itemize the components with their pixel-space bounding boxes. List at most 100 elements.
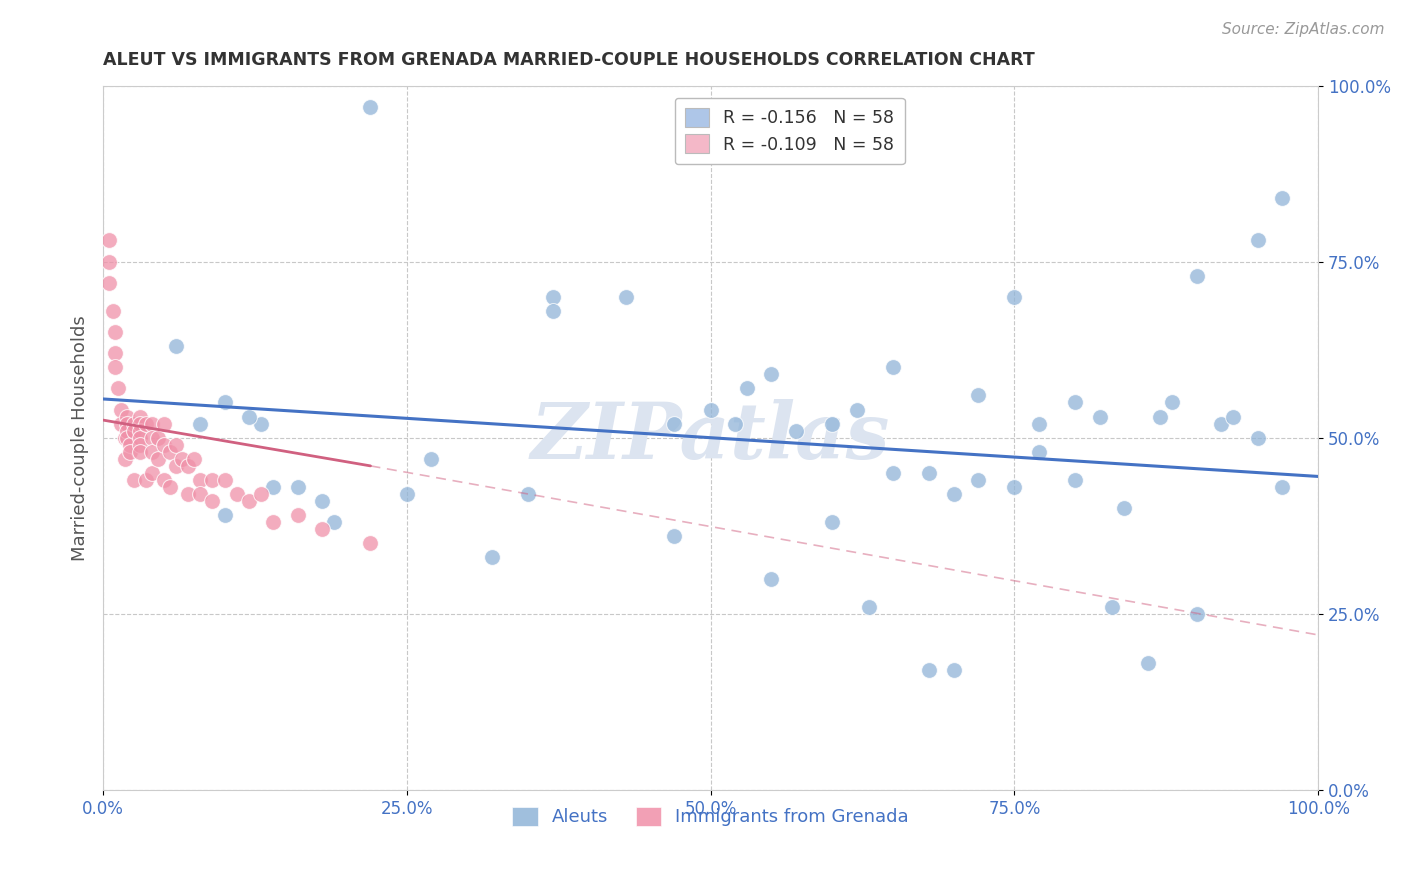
- Point: [98, 234, 121, 248]
- Point: [128, 417, 150, 431]
- Point: [98, 254, 121, 268]
- Point: [146, 451, 169, 466]
- Point: [128, 409, 150, 424]
- Point: [118, 438, 141, 452]
- Point: [188, 417, 211, 431]
- Point: [118, 445, 141, 459]
- Point: [153, 438, 176, 452]
- Point: [541, 304, 564, 318]
- Point: [541, 290, 564, 304]
- Point: [101, 304, 124, 318]
- Legend: Aleuts, Immigrants from Grenada: Aleuts, Immigrants from Grenada: [505, 800, 917, 834]
- Point: [858, 599, 880, 614]
- Point: [785, 424, 807, 438]
- Point: [141, 445, 163, 459]
- Point: [1064, 473, 1087, 487]
- Point: [250, 417, 273, 431]
- Point: [128, 445, 150, 459]
- Point: [141, 431, 163, 445]
- Point: [172, 451, 194, 466]
- Point: [761, 368, 783, 382]
- Point: [1004, 290, 1026, 304]
- Point: [1246, 234, 1268, 248]
- Point: [177, 487, 200, 501]
- Point: [110, 417, 132, 431]
- Point: [117, 424, 139, 438]
- Point: [359, 100, 381, 114]
- Point: [517, 487, 540, 501]
- Point: [1028, 445, 1050, 459]
- Point: [110, 402, 132, 417]
- Point: [311, 522, 333, 536]
- Point: [153, 473, 176, 487]
- Point: [201, 473, 224, 487]
- Point: [967, 473, 990, 487]
- Point: [104, 325, 127, 339]
- Point: [481, 550, 503, 565]
- Y-axis label: Married-couple Households: Married-couple Households: [72, 315, 89, 560]
- Point: [128, 438, 150, 452]
- Point: [159, 480, 181, 494]
- Point: [395, 487, 418, 501]
- Point: [1161, 395, 1184, 409]
- Point: [287, 508, 309, 523]
- Point: [882, 466, 904, 480]
- Point: [238, 409, 260, 424]
- Point: [1101, 599, 1123, 614]
- Point: [664, 417, 686, 431]
- Point: [201, 494, 224, 508]
- Point: [262, 480, 284, 494]
- Point: [1137, 656, 1160, 670]
- Point: [287, 480, 309, 494]
- Point: [1222, 409, 1244, 424]
- Point: [1064, 395, 1087, 409]
- Point: [214, 508, 236, 523]
- Point: [165, 438, 187, 452]
- Point: [1004, 480, 1026, 494]
- Point: [165, 339, 187, 353]
- Point: [323, 515, 346, 529]
- Point: [664, 529, 686, 543]
- Point: [359, 536, 381, 550]
- Point: [104, 360, 127, 375]
- Point: [117, 431, 139, 445]
- Point: [117, 417, 139, 431]
- Point: [177, 458, 200, 473]
- Point: [114, 431, 136, 445]
- Point: [1185, 268, 1208, 283]
- Point: [135, 473, 157, 487]
- Point: [214, 395, 236, 409]
- Point: [141, 417, 163, 431]
- Point: [1185, 607, 1208, 621]
- Point: [1209, 417, 1232, 431]
- Point: [122, 424, 145, 438]
- Point: [699, 402, 721, 417]
- Point: [1271, 191, 1294, 205]
- Point: [104, 346, 127, 360]
- Point: [1149, 409, 1171, 424]
- Point: [165, 458, 187, 473]
- Point: [262, 515, 284, 529]
- Point: [735, 381, 758, 395]
- Point: [188, 473, 211, 487]
- Point: [122, 473, 145, 487]
- Point: [238, 494, 260, 508]
- Text: ALEUT VS IMMIGRANTS FROM GRENADA MARRIED-COUPLE HOUSEHOLDS CORRELATION CHART: ALEUT VS IMMIGRANTS FROM GRENADA MARRIED…: [103, 51, 1035, 69]
- Point: [882, 360, 904, 375]
- Point: [1246, 431, 1268, 445]
- Point: [845, 402, 868, 417]
- Point: [135, 417, 157, 431]
- Point: [117, 409, 139, 424]
- Point: [1112, 501, 1135, 516]
- Point: [942, 487, 965, 501]
- Point: [225, 487, 247, 501]
- Point: [188, 487, 211, 501]
- Point: [1088, 409, 1111, 424]
- Point: [98, 276, 121, 290]
- Point: [159, 445, 181, 459]
- Point: [141, 466, 163, 480]
- Point: [821, 515, 844, 529]
- Point: [128, 424, 150, 438]
- Point: [918, 663, 941, 677]
- Point: [967, 388, 990, 402]
